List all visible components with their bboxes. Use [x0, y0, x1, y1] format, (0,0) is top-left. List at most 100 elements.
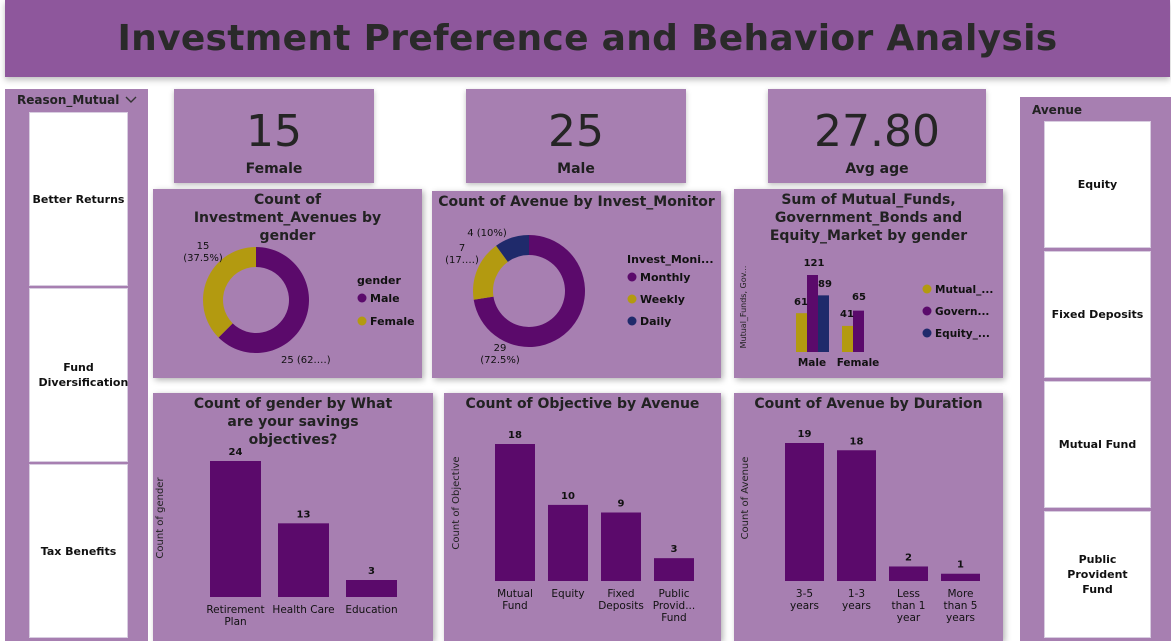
x-tick-label: Health Care	[272, 604, 334, 616]
bar-value-label: 18	[850, 436, 864, 447]
legend-marker	[922, 284, 932, 294]
data-label: 7	[459, 243, 465, 254]
slicer-item-tax-benefits[interactable]: Tax Benefits	[29, 464, 128, 638]
bar-value-label: 121	[804, 258, 825, 269]
bar-2	[346, 580, 397, 597]
x-tick-label: Mutual	[497, 588, 533, 600]
legend-item-male: Male	[370, 292, 400, 305]
x-tick-label: Fixed	[607, 588, 634, 600]
x-tick-label: years	[946, 612, 975, 624]
x-tick-label: Male	[798, 357, 826, 369]
chart-card-sum-by-gender: Sum of Mutual_Funds, Government_Bonds an…	[734, 189, 1003, 378]
bar-value-label: 1	[957, 560, 964, 571]
x-tick-label: year	[897, 612, 921, 624]
chevron-down-icon[interactable]	[124, 95, 138, 105]
slicer-item-mutual-fund[interactable]: Mutual Fund	[1044, 381, 1151, 508]
kpi-male-card: 25 Male	[466, 89, 686, 183]
bar-2	[601, 512, 641, 581]
chart-card-avenue-by-monitor: Count of Avenue by Invest_Monitor 29 (72.…	[432, 191, 721, 378]
bar-value-label: 89	[818, 279, 832, 290]
data-label: (37.5%)	[183, 253, 223, 264]
y-axis-label: Count of Avenue	[740, 457, 751, 540]
x-tick-label: Deposits	[598, 600, 644, 612]
bar-govern	[853, 310, 864, 352]
slicer-item-fund-diversification[interactable]: Fund Diversification	[29, 288, 128, 462]
y-axis-label: Mutual_Funds, Gov...	[739, 266, 748, 349]
kpi-value: 27.80	[814, 106, 940, 157]
bar-3	[654, 558, 694, 581]
bar-value-label: 2	[905, 552, 912, 563]
x-tick-label: Fund	[661, 612, 686, 624]
x-tick-label: Equity	[551, 588, 584, 600]
chart-title: Count of Investment_Avenues by gender	[193, 192, 382, 244]
chart-investment-by-gender: 25 (62.…) 15(37.5%) gender Male Female	[183, 241, 414, 366]
title-bar: Investment Preference and Behavior Analy…	[5, 0, 1170, 77]
bar-value-label: 65	[852, 292, 866, 303]
x-tick-label: Plan	[224, 616, 246, 628]
slicer-item-equity[interactable]: Equity	[1044, 121, 1151, 248]
bar-value-label: 24	[229, 447, 243, 458]
kpi-avg-age-card: 27.80 Avg age	[768, 89, 986, 183]
bar-1	[278, 523, 329, 597]
data-label: 25 (62.…)	[281, 355, 331, 366]
bar-equity	[818, 295, 829, 352]
bar-value-label: 3	[368, 566, 375, 577]
donut-slice-monthly	[473, 235, 585, 347]
kpi-label: Male	[557, 161, 595, 177]
kpi-value: 25	[548, 106, 604, 157]
bar-1	[837, 450, 876, 581]
bar-1	[548, 504, 588, 581]
x-tick-label: 1-3	[848, 588, 865, 600]
legend-marker	[627, 294, 637, 304]
legend-marker	[922, 328, 932, 338]
legend-item-monthly: Monthly	[640, 271, 690, 284]
right-slicer-header: Avenue	[1032, 103, 1083, 117]
bar-value-label: 9	[618, 499, 625, 510]
chart-avenue-by-duration: Count of Avenue193-5years181-3years2Less…	[740, 429, 980, 624]
kpi-label: Avg age	[845, 161, 909, 177]
data-label: 29	[494, 343, 507, 354]
x-tick-label: Female	[837, 357, 880, 369]
legend-item: Equity_...	[935, 328, 990, 340]
legend-item-daily: Daily	[640, 315, 671, 328]
data-label: 4 (10%)	[467, 228, 507, 239]
bar-value-label: 41	[840, 309, 854, 320]
x-tick-label: Public	[658, 588, 689, 600]
chart-title: Count of Objective by Avenue	[465, 396, 700, 412]
slicer-item-public-provident-fund[interactable]: Public Provident Fund	[1044, 511, 1151, 638]
chart-objective-by-avenue: Count of Objective18MutualFund10Equity9F…	[451, 430, 695, 624]
donut-slice-daily	[496, 235, 529, 262]
x-tick-label: Retirement	[206, 604, 264, 616]
bar-value-label: 61	[794, 297, 808, 308]
legend-marker	[627, 316, 637, 326]
kpi-value: 15	[246, 106, 302, 157]
slicer-item-better-returns[interactable]: Better Returns	[29, 112, 128, 286]
legend-marker	[922, 306, 932, 316]
x-tick-label: than 5	[944, 600, 978, 612]
chart-title: Count of Avenue by Duration	[754, 396, 983, 412]
legend-marker	[357, 316, 367, 326]
page-title: Investment Preference and Behavior Analy…	[117, 18, 1058, 59]
legend-item: Govern...	[935, 306, 989, 318]
bar-2	[889, 566, 928, 581]
y-axis-label: Count of gender	[155, 477, 166, 559]
x-tick-label: 3-5	[796, 588, 813, 600]
legend-marker	[627, 272, 637, 282]
bar-value-label: 3	[671, 544, 678, 555]
x-tick-label: years	[842, 600, 871, 612]
kpi-female-card: 15 Female	[174, 89, 374, 183]
x-tick-label: More	[947, 588, 973, 600]
bar-0	[210, 461, 261, 597]
bar-value-label: 13	[297, 509, 311, 520]
bar-value-label: 19	[798, 429, 812, 440]
data-label: (17.…)	[445, 255, 479, 266]
bar-value-label: 18	[508, 430, 522, 441]
chart-card-investment-by-gender: Count of Investment_Avenues by gender 25…	[153, 189, 422, 378]
chart-card-savings-objectives: Count of gender by What are your savings…	[153, 393, 433, 641]
bar-govern	[807, 275, 818, 352]
x-tick-label: Provid...	[653, 600, 695, 612]
legend-item-weekly: Weekly	[640, 293, 685, 306]
donut-slice-female	[203, 247, 256, 338]
slicer-item-fixed-deposits[interactable]: Fixed Deposits	[1044, 251, 1151, 378]
